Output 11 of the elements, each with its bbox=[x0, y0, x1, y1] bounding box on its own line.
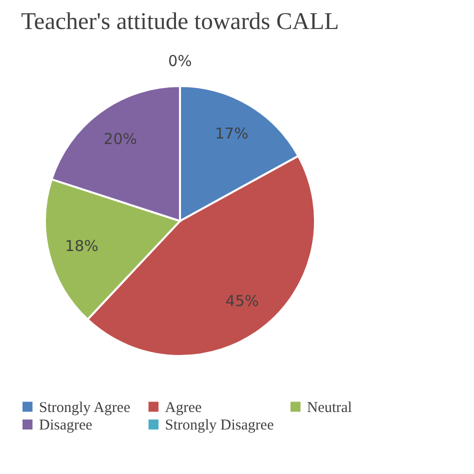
data-label: 45% bbox=[226, 292, 259, 310]
text: 0% bbox=[168, 52, 192, 70]
chart-title: Teacher's attitude towards CALL bbox=[21, 9, 339, 35]
data-label: 18% bbox=[65, 237, 98, 256]
data-label: 17% bbox=[214, 124, 248, 143]
legend-label: Neutral bbox=[307, 400, 352, 416]
legend-label: Disagree bbox=[39, 418, 93, 434]
legend-label: Strongly Agree bbox=[39, 400, 131, 416]
legend-label: Agree bbox=[165, 400, 202, 416]
data-label: 20% bbox=[104, 130, 138, 148]
legend-label: Strongly Disagree bbox=[165, 418, 274, 434]
